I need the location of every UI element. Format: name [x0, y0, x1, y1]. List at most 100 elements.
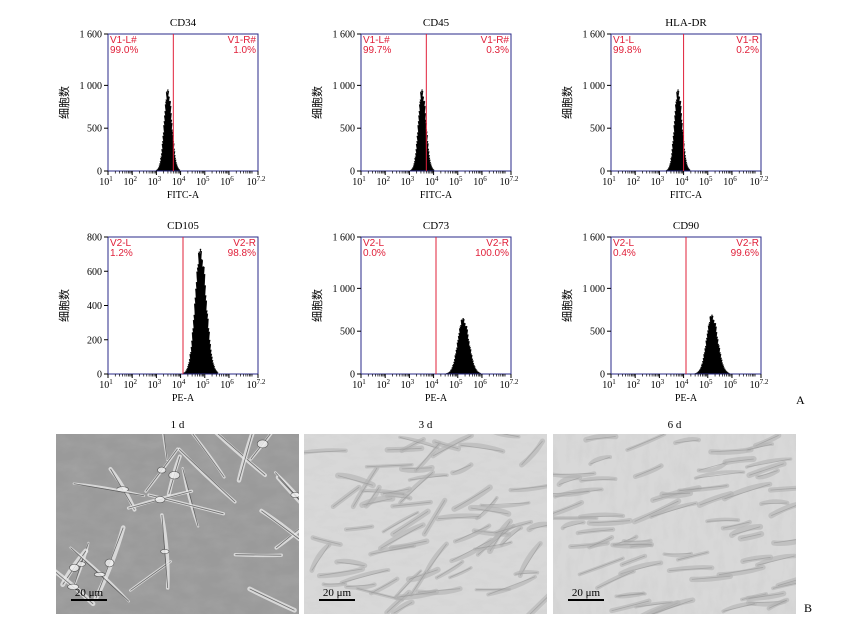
y-tick-label: 1 000: [80, 81, 103, 92]
y-tick-label: 0: [97, 370, 102, 381]
y-tick-label: 500: [340, 124, 355, 135]
plot-frame: [610, 33, 762, 172]
x-tick-exponent: 7.2: [760, 378, 769, 386]
histogram-peak: [409, 89, 435, 172]
y-tick-label: 500: [590, 327, 605, 338]
histogram-peak: [182, 248, 219, 375]
y-tick-label: 500: [340, 327, 355, 338]
x-tick-exponent: 3: [411, 175, 415, 183]
x-tick-exponent: 2: [636, 378, 640, 386]
gate-right-value: 0.3%: [486, 45, 509, 56]
y-tick-label: 1 000: [583, 81, 606, 92]
histogram-hla-dr: HLA-DR V1-L99.8% V1-R0.2% 0 500 1 000 1 600 101…: [561, 17, 769, 201]
y-axis-label: 细胞数: [561, 86, 574, 119]
y-tick-label: 500: [590, 124, 605, 135]
histogram-peak: [694, 314, 731, 375]
micrograph-day-label: 6 d: [668, 419, 682, 431]
micrograph-1: 1 d 20 μm: [56, 419, 299, 614]
micrograph-image: [56, 434, 299, 614]
y-tick-label: 600: [87, 267, 102, 278]
micrograph-day-label: 3 d: [419, 419, 433, 431]
x-axis-label: PE-A: [425, 393, 448, 404]
x-tick-exponent: 7.2: [760, 175, 769, 183]
x-tick-label: 102: [376, 378, 390, 391]
x-tick-exponent: 1: [362, 175, 366, 183]
micrograph-panels: 1 d 20 μm 3 d 20 μm 6 d 20 μm: [56, 419, 796, 614]
y-tick-label: 0: [600, 370, 605, 381]
gate-left-label: V2-L: [110, 238, 132, 249]
x-tick-label: 104: [425, 175, 439, 188]
x-tick-exponent: 6: [230, 175, 234, 183]
y-tick-label: 1 000: [333, 81, 356, 92]
x-tick-exponent: 4: [685, 175, 689, 183]
histogram-cd105: CD105 V2-L1.2% V2-R98.8% 0 200 400 600 800 101 10…: [58, 220, 266, 404]
micrograph-2: 3 d 20 μm: [304, 419, 547, 614]
x-tick-exponent: 5: [709, 175, 713, 183]
histogram-peak: [155, 89, 181, 172]
x-tick-exponent: 4: [435, 175, 439, 183]
y-tick-label: 0: [97, 167, 102, 178]
x-tick-exponent: 5: [459, 175, 463, 183]
gate-left-value: 99.8%: [613, 45, 641, 56]
y-tick-label: 1 000: [333, 284, 356, 295]
chart-title: CD45: [423, 17, 450, 29]
x-tick-label: 105: [196, 175, 210, 188]
x-tick-exponent: 3: [158, 378, 162, 386]
x-tick-exponent: 6: [733, 378, 737, 386]
gate-right-value: 99.6%: [731, 248, 759, 259]
x-tick-exponent: 1: [109, 175, 113, 183]
plot-frame: [107, 33, 259, 172]
gate-right-label: V1-R: [736, 35, 759, 46]
chart-title: CD73: [423, 220, 450, 232]
gate-right-value: 100.0%: [475, 248, 509, 259]
x-tick-exponent: 7.2: [257, 378, 266, 386]
panel-letter-a: A: [796, 393, 805, 407]
x-tick-label: 107.2: [500, 378, 519, 391]
x-tick-label: 101: [99, 378, 113, 391]
plot-frame: [360, 33, 512, 172]
x-tick-exponent: 4: [182, 175, 186, 183]
y-tick-label: 400: [87, 301, 102, 312]
x-tick-exponent: 4: [435, 378, 439, 386]
y-tick-label: 0: [600, 167, 605, 178]
x-tick-exponent: 5: [709, 378, 713, 386]
y-tick-label: 1 000: [583, 284, 606, 295]
y-axis-label: 细胞数: [58, 86, 71, 119]
x-tick-label: 104: [172, 175, 186, 188]
x-tick-exponent: 1: [612, 175, 616, 183]
x-tick-exponent: 2: [386, 175, 390, 183]
x-tick-label: 107.2: [247, 175, 266, 188]
gate-left-value: 99.7%: [363, 45, 391, 56]
gate-left-label: V1-L#: [110, 35, 137, 46]
x-axis-label: FITC-A: [167, 190, 200, 201]
x-tick-label: 101: [352, 378, 366, 391]
gate-right-value: 98.8%: [228, 248, 256, 259]
x-tick-label: 102: [626, 378, 640, 391]
chart-title: CD90: [673, 220, 700, 232]
x-tick-label: 106: [473, 378, 487, 391]
chart-title: CD34: [170, 17, 197, 29]
x-tick-exponent: 3: [411, 378, 415, 386]
x-tick-label: 105: [449, 175, 463, 188]
y-tick-label: 1 600: [583, 30, 606, 41]
panel-letter-b: B: [804, 601, 812, 615]
x-tick-label: 103: [148, 378, 162, 391]
x-tick-exponent: 3: [661, 378, 665, 386]
gate-right-label: V1-R#: [481, 35, 510, 46]
x-tick-label: 107.2: [750, 175, 769, 188]
gate-left-value: 0.4%: [613, 248, 636, 259]
scale-bar-label: 20 μm: [75, 587, 104, 599]
gate-left-label: V2-L: [363, 238, 385, 249]
y-tick-label: 0: [350, 167, 355, 178]
x-tick-exponent: 6: [483, 378, 487, 386]
x-tick-label: 102: [123, 378, 137, 391]
histogram-cd34: CD34 V1-L#99.0% V1-R#1.0% 0 500 1 000 1 600 101…: [58, 17, 266, 201]
x-tick-label: 105: [699, 175, 713, 188]
y-axis-label: 细胞数: [311, 86, 324, 119]
x-axis-label: PE-A: [172, 393, 195, 404]
micrograph-image: [304, 434, 547, 614]
x-tick-exponent: 1: [109, 378, 113, 386]
x-tick-label: 106: [220, 175, 234, 188]
